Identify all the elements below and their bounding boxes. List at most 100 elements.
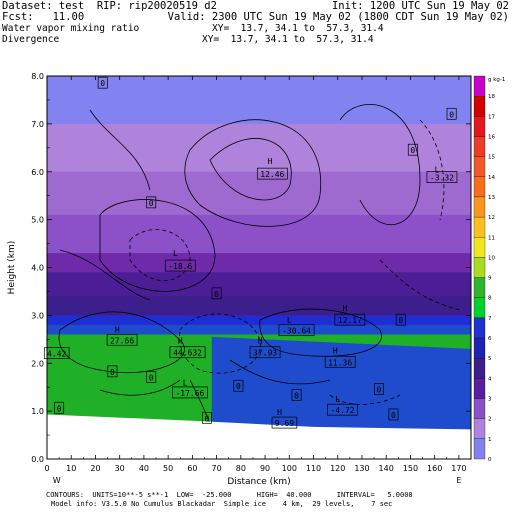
colorbar-label: 2: [488, 417, 492, 423]
divergence-label: 0: [410, 146, 415, 155]
valid-line: Valid: 2300 UTC Sun 19 May 02 (1800 CDT …: [167, 11, 509, 23]
x-tick-label: 10: [66, 464, 76, 473]
y-axis-label: Height (km): [7, 241, 17, 295]
colorbar-label: 0: [488, 457, 492, 463]
divergence-label: 11.36: [328, 358, 352, 367]
y-tick-label: 8.0: [31, 72, 44, 81]
colorbar-label: 11: [488, 235, 495, 241]
divergence-label-box: [169, 346, 206, 359]
divergence-label: 0: [377, 386, 382, 395]
colorbar-swatch: [473, 277, 486, 298]
colorbar-label: 12: [488, 215, 495, 221]
colorbar-label: 1: [488, 437, 492, 443]
x-tick-label: 40: [139, 464, 149, 473]
divergence-label-box: [256, 167, 288, 180]
divergence-label: 0: [100, 79, 105, 88]
colorbar-swatch: [473, 176, 486, 198]
x-tick-label: 160: [427, 464, 442, 473]
divergence-label: 0: [294, 391, 299, 400]
colorbar-swatch: [473, 418, 486, 439]
divergence-contour: [59, 249, 151, 301]
colorbar-swatch: [473, 96, 486, 117]
divergence-label: H: [333, 346, 338, 355]
colorbar-swatch: [473, 116, 486, 137]
divergence-contour: [209, 138, 292, 201]
divergence-label-box: [334, 313, 366, 326]
x-tick-label: 170: [451, 464, 466, 473]
colorbar-label: 4: [488, 376, 492, 382]
divergence-label: 0: [214, 290, 219, 299]
divergence-label-box: [373, 383, 384, 395]
divergence-contour: [89, 109, 151, 191]
colorbar-label: 8: [488, 296, 492, 302]
divergence-label: H: [277, 408, 282, 417]
east-label: E: [456, 476, 461, 485]
colorbar-label: 5: [488, 356, 492, 362]
west-label: W: [53, 476, 61, 485]
divergence-label-box: [211, 287, 222, 300]
colorbar-swatch: [473, 237, 486, 258]
colorbar-swatch: [473, 438, 486, 460]
divergence-label: -3.32: [430, 173, 454, 182]
divergence-label-box: [233, 379, 244, 392]
divergence-contour: [229, 359, 331, 385]
y-tick-label: 3.0: [31, 311, 44, 320]
divergence-label-box: [54, 401, 65, 414]
field1-name: Water vapor mixing ratio: [2, 23, 140, 34]
x-tick-label: 80: [236, 464, 246, 473]
divergence-label: 0: [449, 110, 454, 119]
divergence-label: 44.632: [173, 349, 202, 358]
divergence-label: L: [173, 249, 178, 258]
x-tick-label: 30: [115, 464, 125, 473]
colorbar-swatch: [473, 378, 486, 399]
divergence-label: 12.46: [260, 170, 284, 179]
divergence-label: L: [183, 378, 188, 387]
colorbar-swatch: [473, 297, 486, 319]
init-line: Init: 1200 UTC Sun 19 May 02: [331, 0, 509, 12]
contours-line: CONTOURS: UNITS=10**-5 s**-1 LOW= -25.00…: [46, 491, 413, 499]
divergence-label-box: [164, 259, 196, 272]
x-tick-label: 100: [282, 464, 297, 473]
divergence-contour: [58, 311, 185, 374]
divergence-label: H: [267, 157, 272, 166]
divergence-contour: [329, 394, 401, 405]
divergence-label: 0: [204, 414, 209, 423]
colorbar-swatch: [473, 337, 486, 359]
divergence-contour: [99, 199, 216, 292]
colorbar-swatch: [473, 156, 486, 177]
divergence-label-box: [107, 365, 118, 378]
divergence-label: 0: [57, 404, 62, 413]
divergence-label-box: [278, 324, 315, 337]
terrain: [47, 414, 471, 459]
colorbar-swatch: [473, 317, 486, 339]
colorbar-swatch: [473, 358, 486, 379]
colorbar-label: 17: [488, 114, 495, 120]
x-tick-label: 150: [403, 464, 418, 473]
y-tick-label: 1.0: [31, 407, 44, 416]
divergence-label: 0: [398, 316, 403, 325]
colorbar-swatch: [473, 216, 486, 238]
divergence-contour: [379, 259, 461, 311]
divergence-label: 4.42: [47, 350, 66, 359]
divergence-contour: [339, 104, 421, 226]
divergence-label-box: [324, 355, 356, 368]
divergence-contour: [419, 119, 445, 221]
divergence-label-box: [388, 408, 399, 421]
y-tick-label: 7.0: [31, 120, 44, 129]
colorbar-unit: g kg-1: [488, 77, 505, 83]
colorbar-label: 14: [488, 175, 495, 181]
x-tick-label: 140: [379, 464, 394, 473]
colorbar-label: 16: [488, 134, 495, 140]
divergence-label: 0: [110, 368, 115, 377]
divergence-label-box: [271, 416, 298, 429]
divergence-label-box: [327, 403, 358, 416]
colorbar-label: 3: [488, 397, 492, 403]
divergence-label-box: [106, 333, 138, 346]
y-tick-label: 5.0: [31, 216, 44, 225]
x-tick-label: 110: [306, 464, 321, 473]
x-tick-label: 120: [330, 464, 345, 473]
colorbar-label: 10: [488, 255, 495, 261]
divergence-label: 0: [149, 199, 154, 208]
divergence-contour: [99, 379, 181, 396]
fcst-line: Fcst: 11.00: [2, 11, 85, 23]
